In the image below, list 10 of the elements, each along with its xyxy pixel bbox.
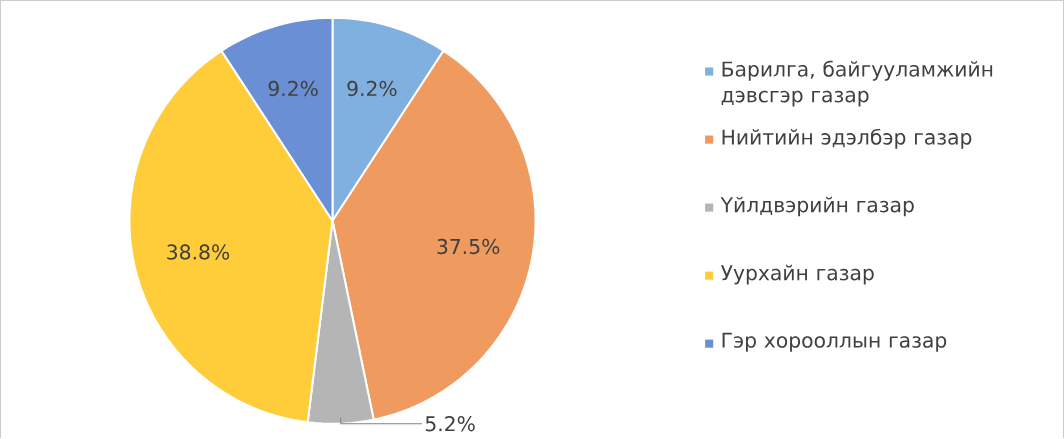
data-label: 37.5% — [437, 239, 500, 255]
data-label: 9.2% — [347, 81, 397, 97]
data-label: 38.8% — [167, 244, 230, 260]
legend-label: Нийтийн эдэлбэр газар — [722, 128, 972, 149]
data-label: 9.2% — [268, 81, 318, 97]
legend-label: Гэр хорооллын газар — [722, 332, 947, 352]
legend-label: Уурхайн газар — [720, 264, 874, 285]
data-label: 5.2% — [425, 416, 475, 432]
legend-label: Барилга, байгууламжийн дэвсгэр газар — [721, 60, 993, 107]
legend-label: Үйлдвэрийн газар — [720, 196, 914, 217]
